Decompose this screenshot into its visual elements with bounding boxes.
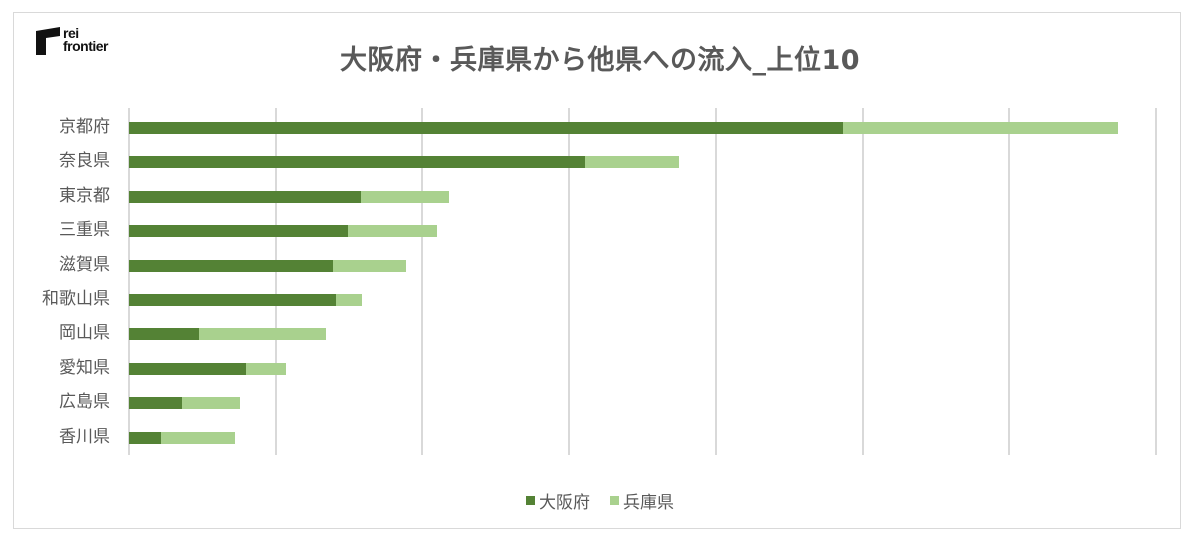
bar-row xyxy=(129,328,326,341)
gridline xyxy=(1154,108,1157,455)
gridline xyxy=(274,108,277,455)
legend-swatch-hyogo xyxy=(610,496,619,505)
bar-segment-osaka xyxy=(129,190,361,203)
category-label: 岡山県 xyxy=(59,323,110,344)
bar-row xyxy=(129,225,438,238)
legend-swatch-osaka xyxy=(526,496,535,505)
legend-item-hyogo: 兵庫県 xyxy=(610,488,674,513)
legend-label-hyogo: 兵庫県 xyxy=(623,493,674,513)
chart-title: 大阪府・兵庫県から他県への流入_上位10 xyxy=(339,45,861,76)
gridline xyxy=(128,108,130,455)
gridline xyxy=(1008,108,1011,455)
bar-segment-osaka xyxy=(129,397,182,410)
logo-mark-icon xyxy=(36,27,60,55)
category-label: 和歌山県 xyxy=(42,289,110,309)
bar-segment-hyogo xyxy=(843,122,1118,134)
bar-row xyxy=(129,397,241,410)
bar-segment-osaka xyxy=(129,431,162,444)
bar-row xyxy=(129,362,286,375)
bar-segment-osaka xyxy=(129,259,333,272)
bar-segment-osaka xyxy=(129,156,586,169)
bar-segment-osaka xyxy=(129,294,336,306)
bar-segment-hyogo xyxy=(335,294,363,306)
category-label: 三重県 xyxy=(59,220,110,241)
bar-segment-hyogo xyxy=(161,431,235,444)
category-label: 東京都 xyxy=(59,185,110,206)
gridline xyxy=(861,108,864,455)
bar-segment-hyogo xyxy=(347,225,438,238)
bar-row xyxy=(129,294,363,306)
bar-segment-hyogo xyxy=(181,397,241,410)
bar-segment-osaka xyxy=(129,122,844,134)
bar-segment-hyogo xyxy=(199,328,326,341)
bar-row xyxy=(129,156,680,169)
bar-segment-osaka xyxy=(129,328,200,341)
gridline xyxy=(714,108,717,455)
category-label: 滋賀県 xyxy=(59,254,110,275)
bar-row xyxy=(129,259,407,272)
bar-segment-hyogo xyxy=(332,259,407,272)
bar-segment-hyogo xyxy=(585,156,680,169)
bar-row xyxy=(129,431,235,444)
category-label: 愛知県 xyxy=(59,357,110,378)
legend: 大阪府 兵庫県 xyxy=(0,488,1200,513)
bar-segment-hyogo xyxy=(246,362,286,375)
gridline xyxy=(421,108,424,455)
legend-label-osaka: 大阪府 xyxy=(539,493,590,513)
bar-row xyxy=(129,122,1118,134)
bar-row xyxy=(129,190,449,203)
category-label: 香川県 xyxy=(59,426,110,447)
category-label: 奈良県 xyxy=(59,151,110,172)
gridline xyxy=(568,108,571,455)
legend-item-osaka: 大阪府 xyxy=(526,488,590,513)
brand-line2: frontier xyxy=(63,38,109,54)
bar-segment-osaka xyxy=(129,225,348,238)
brand-logo: rei frontier xyxy=(36,25,109,55)
category-label: 広島県 xyxy=(59,392,110,413)
bar-segment-osaka xyxy=(129,362,247,375)
category-label: 京都府 xyxy=(59,117,110,137)
brand-line1: rei xyxy=(63,25,79,41)
bar-segment-hyogo xyxy=(360,190,449,203)
